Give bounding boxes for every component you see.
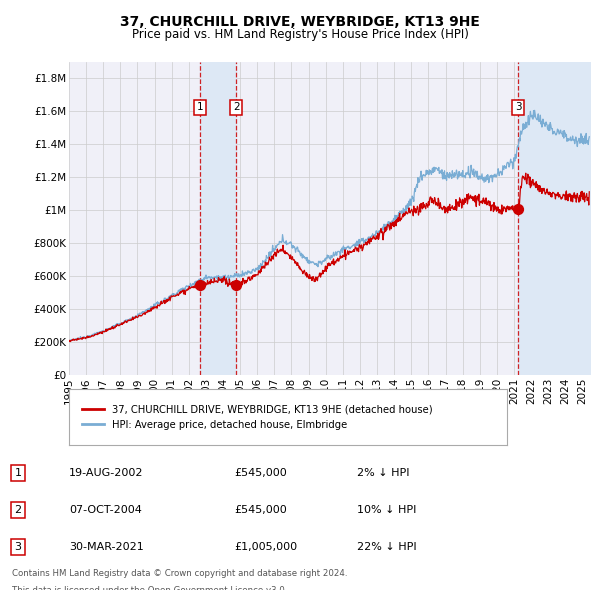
Text: 1: 1 (196, 102, 203, 112)
Text: 2% ↓ HPI: 2% ↓ HPI (357, 468, 409, 478)
Text: This data is licensed under the Open Government Licence v3.0.: This data is licensed under the Open Gov… (12, 586, 287, 590)
Text: 30-MAR-2021: 30-MAR-2021 (69, 542, 144, 552)
Bar (518, 62, 591, 375)
Text: 3: 3 (14, 542, 22, 552)
Text: 10% ↓ HPI: 10% ↓ HPI (357, 505, 416, 515)
Text: £1,005,000: £1,005,000 (234, 542, 297, 552)
Text: Price paid vs. HM Land Registry's House Price Index (HPI): Price paid vs. HM Land Registry's House … (131, 28, 469, 41)
Point (195, 280, 205, 290)
Legend: 37, CHURCHILL DRIVE, WEYBRIDGE, KT13 9HE (detached house), HPI: Average price, d: 37, CHURCHILL DRIVE, WEYBRIDGE, KT13 9HE… (79, 401, 437, 434)
Bar (200, 62, 236, 375)
Text: 07-OCT-2004: 07-OCT-2004 (69, 505, 142, 515)
Text: £545,000: £545,000 (234, 468, 287, 478)
Text: 22% ↓ HPI: 22% ↓ HPI (357, 542, 416, 552)
Text: 37, CHURCHILL DRIVE, WEYBRIDGE, KT13 9HE: 37, CHURCHILL DRIVE, WEYBRIDGE, KT13 9HE (120, 15, 480, 29)
Text: £545,000: £545,000 (234, 505, 287, 515)
Text: 2: 2 (14, 505, 22, 515)
Text: Contains HM Land Registry data © Crown copyright and database right 2024.: Contains HM Land Registry data © Crown c… (12, 569, 347, 578)
Point (232, 280, 241, 290)
Text: 3: 3 (515, 102, 521, 112)
Point (514, 205, 523, 214)
Text: 19-AUG-2002: 19-AUG-2002 (69, 468, 143, 478)
Text: 1: 1 (14, 468, 22, 478)
Text: 2: 2 (233, 102, 239, 112)
